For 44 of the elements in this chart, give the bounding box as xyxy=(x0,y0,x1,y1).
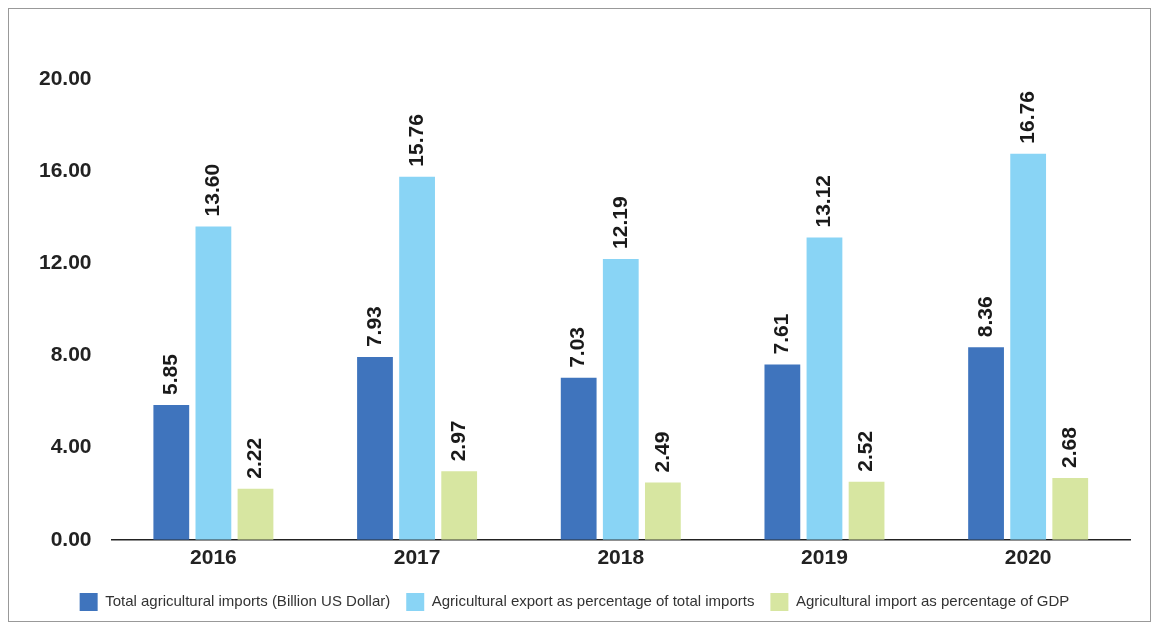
bar xyxy=(644,482,681,540)
bar xyxy=(848,481,885,540)
data-label: 2.68 xyxy=(1057,426,1081,469)
x-tick-label: 2017 xyxy=(393,545,441,569)
x-tick-label: 2019 xyxy=(801,545,848,569)
bar xyxy=(1010,153,1047,540)
data-label: 2.22 xyxy=(242,437,266,479)
bar xyxy=(560,377,597,540)
bar xyxy=(357,357,393,540)
bar xyxy=(1052,478,1089,540)
x-tick-label: 2016 xyxy=(190,545,237,569)
data-label: 2.97 xyxy=(445,420,469,462)
bar xyxy=(764,364,801,540)
data-label: 7.61 xyxy=(769,313,793,355)
data-label: 5.85 xyxy=(158,353,182,396)
x-tick-label: 2018 xyxy=(597,545,645,569)
legend-label: Agricultural import as percentage of GDP xyxy=(795,592,1070,610)
bar xyxy=(968,347,1004,540)
data-label: 13.12 xyxy=(811,174,835,228)
y-tick-label: 20.00 xyxy=(38,65,92,89)
bar xyxy=(602,258,639,540)
data-label: 16.76 xyxy=(1014,91,1038,144)
y-tick-label: 0.00 xyxy=(50,526,92,550)
data-label: 8.36 xyxy=(972,296,996,338)
bar xyxy=(806,237,843,540)
bar xyxy=(237,488,274,540)
data-label: 2.49 xyxy=(649,431,673,473)
y-tick-label: 16.00 xyxy=(38,157,92,181)
data-label: 12.19 xyxy=(607,196,631,249)
bar xyxy=(195,226,232,540)
y-tick-label: 8.00 xyxy=(50,342,92,366)
data-label: 2.52 xyxy=(853,430,877,472)
y-tick-label: 4.00 xyxy=(50,434,92,458)
x-tick-label: 2020 xyxy=(1004,545,1052,569)
y-tick-label: 12.00 xyxy=(38,250,92,274)
data-label: 7.93 xyxy=(361,306,385,348)
data-label: 7.03 xyxy=(565,326,589,368)
legend-label: Total agricultural imports (Billion US Dollar) xyxy=(105,592,391,610)
bar xyxy=(441,471,478,540)
data-label: 13.60 xyxy=(200,163,224,217)
legend-label: Agricultural export as percentage of total imports xyxy=(431,592,755,610)
data-label: 15.76 xyxy=(403,114,427,167)
bar xyxy=(153,405,190,540)
bar xyxy=(399,176,435,540)
